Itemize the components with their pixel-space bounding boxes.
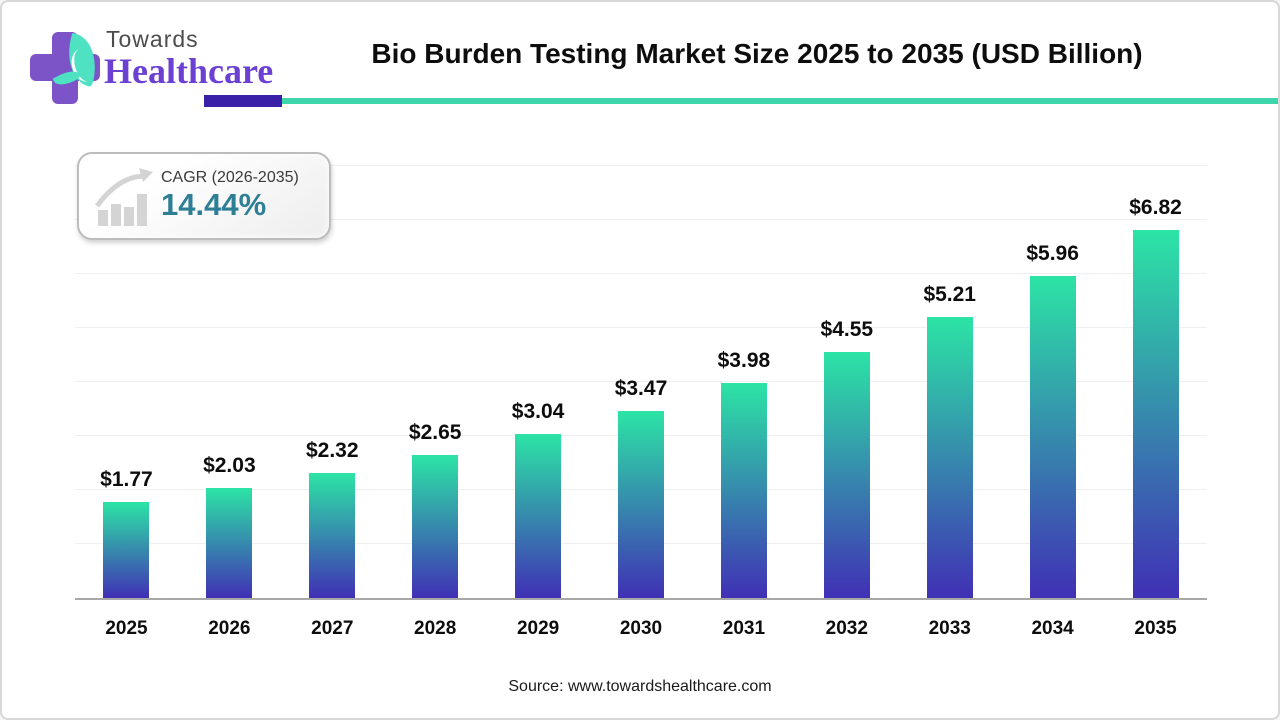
x-axis-line — [75, 598, 1207, 600]
x-axis-tick-label: 2025 — [105, 618, 148, 639]
bar-value-label: $6.82 — [1129, 195, 1182, 219]
gridline — [75, 165, 1207, 167]
bar-slot-2031: $3.98 2031 — [692, 152, 795, 639]
bar-slot-2026: $2.03 2026 — [178, 152, 281, 639]
cagr-label: CAGR (2026-2035) — [161, 168, 299, 186]
gridline — [75, 381, 1207, 383]
bar-2027 — [309, 472, 356, 598]
x-axis-tick-label: 2030 — [619, 618, 663, 639]
x-axis-tick-label: 2031 — [722, 618, 766, 639]
x-axis-tick-label: 2033 — [928, 618, 971, 639]
bar-slot-2027: $2.32 2027 — [281, 152, 384, 639]
gridline — [75, 273, 1207, 275]
bar-2032 — [823, 352, 870, 598]
bar-2025 — [103, 502, 150, 598]
bar-slot-2035: $6.82 2035 — [1104, 152, 1207, 639]
bar-2026 — [206, 488, 253, 598]
bar-2034 — [1029, 276, 1076, 598]
bar-growth-arrow-icon — [94, 168, 153, 226]
bar-value-label: $2.65 — [408, 420, 462, 444]
bar-2033 — [926, 316, 973, 598]
x-axis-tick-label: 2028 — [414, 618, 457, 639]
bar-slot-2029: $3.04 2029 — [487, 152, 590, 639]
bar-2030 — [617, 410, 664, 598]
bar-2028 — [412, 454, 459, 598]
bar-value-label: $3.04 — [511, 399, 565, 423]
bar-value-label: $2.03 — [203, 454, 256, 478]
bar-slot-2034: $5.96 2034 — [1001, 152, 1104, 639]
x-axis-tick-label: 2026 — [208, 618, 251, 639]
x-axis-tick-label: 2029 — [516, 618, 560, 639]
bar-value-label: $5.21 — [923, 282, 976, 306]
x-axis-tick-label: 2035 — [1134, 618, 1177, 639]
bar-2035 — [1132, 229, 1179, 598]
gridline — [75, 219, 1207, 221]
x-axis-tick-label: 2027 — [311, 618, 354, 639]
logo-text-healthcare: Healthcare — [104, 51, 274, 91]
bar-value-label: $1.77 — [100, 468, 153, 492]
logo-text-towards: Towards — [106, 26, 199, 52]
page-title: Bio Burden Testing Market Size 2025 to 2… — [371, 38, 1143, 69]
cagr-badge: CAGR (2026-2035) 14.44% — [77, 152, 331, 240]
cagr-value: 14.44% — [161, 187, 267, 223]
bar-value-label: $3.98 — [717, 349, 771, 373]
bar-value-label: $3.47 — [614, 376, 668, 400]
source-text: Source: www.towardshealthcare.com — [508, 678, 772, 695]
bar-2029 — [515, 433, 562, 598]
towards-healthcare-logo: Towards Healthcare — [26, 14, 286, 104]
bar-slot-2025: $1.77 2025 — [75, 152, 178, 639]
plot-area: $1.77 2025 $2.03 2026 $2.32 2027 $2.65 2028 $3.0… — [75, 152, 1207, 639]
x-axis-tick-label: 2034 — [1031, 618, 1074, 639]
bar-value-label: $5.96 — [1026, 242, 1079, 266]
bar-slot-2030: $3.47 2030 — [590, 152, 693, 639]
bar-2031 — [720, 383, 767, 598]
divider-line — [282, 98, 1278, 104]
bar-slot-2028: $2.65 2028 — [384, 152, 487, 639]
bar-slot-2033: $5.21 2033 — [898, 152, 1001, 639]
divider-accent-bar — [204, 95, 282, 107]
bar-value-label: $4.55 — [820, 318, 874, 342]
cagr-text-block: CAGR (2026-2035) 14.44% — [161, 169, 299, 223]
bar-slot-2032: $4.55 2032 — [795, 152, 898, 639]
gridline — [75, 327, 1207, 329]
bar-value-label: $2.32 — [305, 438, 359, 462]
x-axis-tick-label: 2032 — [825, 618, 868, 639]
